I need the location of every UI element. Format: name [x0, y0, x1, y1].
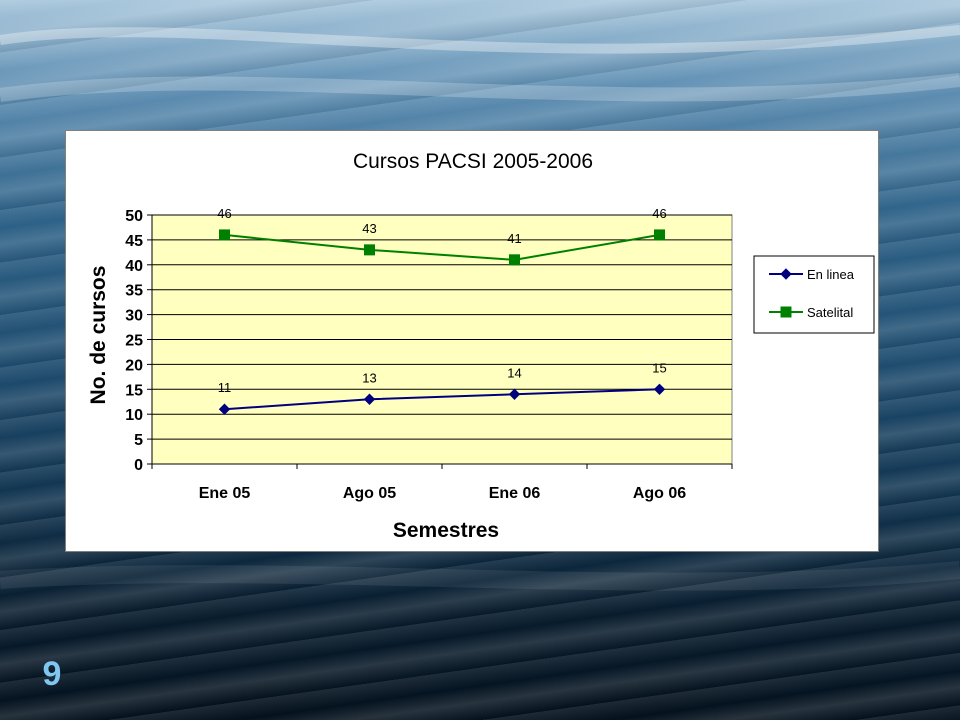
series-line-1 — [224, 233, 660, 261]
y-tick-label: 5 — [134, 432, 143, 449]
data-point — [654, 229, 665, 241]
y-tick-label: 35 — [125, 283, 143, 300]
y-axis-label: No. de cursos — [87, 266, 110, 405]
legend-marker-0 — [780, 268, 792, 280]
x-tick-label: Ago 05 — [343, 485, 396, 502]
x-tick-label: Ene 05 — [199, 485, 251, 502]
y-tick-label: 20 — [125, 357, 143, 374]
slide-number: 9 — [42, 655, 62, 693]
series-0: 11 13 14 15 — [218, 360, 667, 415]
line-chart: Cursos PACSI 2005-2006 No. de cursos Sem… — [87, 150, 875, 542]
data-label: 13 — [362, 370, 376, 385]
series-layer: 11 13 14 15 46 43 41 46 — [217, 206, 667, 415]
x-axis-label: Semestres — [393, 519, 499, 542]
legend-marker-1 — [780, 306, 792, 318]
data-label: 14 — [507, 365, 521, 380]
data-label: 11 — [218, 380, 232, 395]
x-tick-label: Ene 06 — [489, 485, 541, 502]
y-tick-label: 10 — [125, 407, 143, 424]
data-label: 43 — [362, 221, 376, 236]
y-tick-label: 30 — [125, 308, 143, 325]
y-tick-label: 25 — [125, 333, 143, 350]
series-1: 46 43 41 46 — [217, 206, 667, 266]
data-point — [218, 403, 231, 415]
data-point — [219, 229, 230, 241]
chart-title: Cursos PACSI 2005-2006 — [353, 150, 593, 173]
data-label: 46 — [652, 206, 666, 221]
legend-box — [753, 255, 875, 334]
data-point — [364, 244, 375, 256]
y-tick-label: 0 — [134, 457, 143, 474]
data-label: 41 — [507, 231, 521, 246]
data-point — [508, 388, 521, 400]
chart-frame: Cursos PACSI 2005-2006 No. de cursos Sem… — [65, 130, 879, 552]
y-tick-label: 45 — [125, 233, 143, 250]
x-tick-label: Ago 06 — [633, 485, 686, 502]
series-line-0 — [224, 388, 660, 411]
data-point — [653, 383, 666, 396]
data-label: 15 — [652, 360, 666, 375]
y-axis-ticks: 0 5 10 15 20 25 30 35 40 45 50 — [125, 208, 153, 474]
y-tick-label: 50 — [125, 208, 143, 225]
legend: En linea Satelital — [753, 255, 875, 334]
data-label: 46 — [217, 206, 231, 221]
y-tick-label: 40 — [125, 258, 143, 275]
y-tick-label: 15 — [125, 382, 143, 399]
data-point — [509, 254, 520, 266]
data-point — [363, 393, 376, 405]
legend-label-1: Satelital — [807, 305, 853, 320]
x-axis-ticks: Ene 05 Ago 05 Ene 06 Ago 06 — [151, 463, 733, 502]
legend-label-0: En linea — [807, 267, 855, 282]
